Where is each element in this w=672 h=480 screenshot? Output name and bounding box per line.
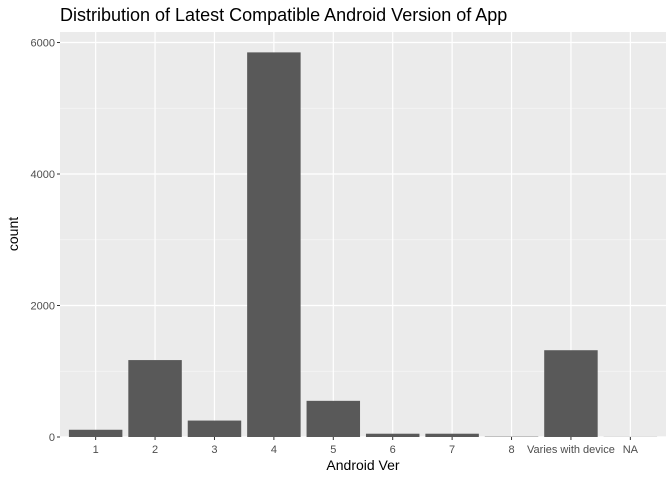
y-tick-label: 6000: [31, 38, 55, 50]
bar-3: [187, 420, 242, 437]
bar-1: [68, 429, 123, 437]
x-axis-title: Android Ver: [326, 457, 399, 473]
x-tick-label: 7: [449, 444, 455, 456]
bar-4: [247, 52, 301, 437]
y-axis-title: count: [5, 217, 21, 251]
y-axis: 0 2000 4000 6000: [31, 38, 60, 444]
y-tick-label: 0: [49, 432, 55, 444]
x-tick-label: NA: [623, 444, 639, 456]
bar-5: [306, 400, 361, 437]
x-tick-label: Varies with device: [527, 444, 615, 456]
x-tick-label: 3: [211, 444, 217, 456]
bar-2: [128, 360, 182, 437]
x-tick-label: 6: [390, 444, 396, 456]
bar-7: [425, 433, 479, 437]
x-tick-label: 8: [508, 444, 514, 456]
bar-6: [365, 433, 420, 437]
bar-varies-with-device: [544, 350, 598, 437]
x-tick-label: 4: [271, 444, 277, 456]
y-tick-label: 4000: [31, 169, 55, 181]
bars: [68, 52, 658, 437]
x-axis: 1 2 3 4 5 6 7 8 Varies with device NA: [93, 437, 639, 456]
x-tick-label: 1: [93, 444, 99, 456]
y-tick-label: 2000: [31, 301, 55, 313]
x-tick-label: 5: [330, 444, 336, 456]
chart-title: Distribution of Latest Compatible Androi…: [60, 5, 507, 25]
x-tick-label: 2: [152, 444, 158, 456]
